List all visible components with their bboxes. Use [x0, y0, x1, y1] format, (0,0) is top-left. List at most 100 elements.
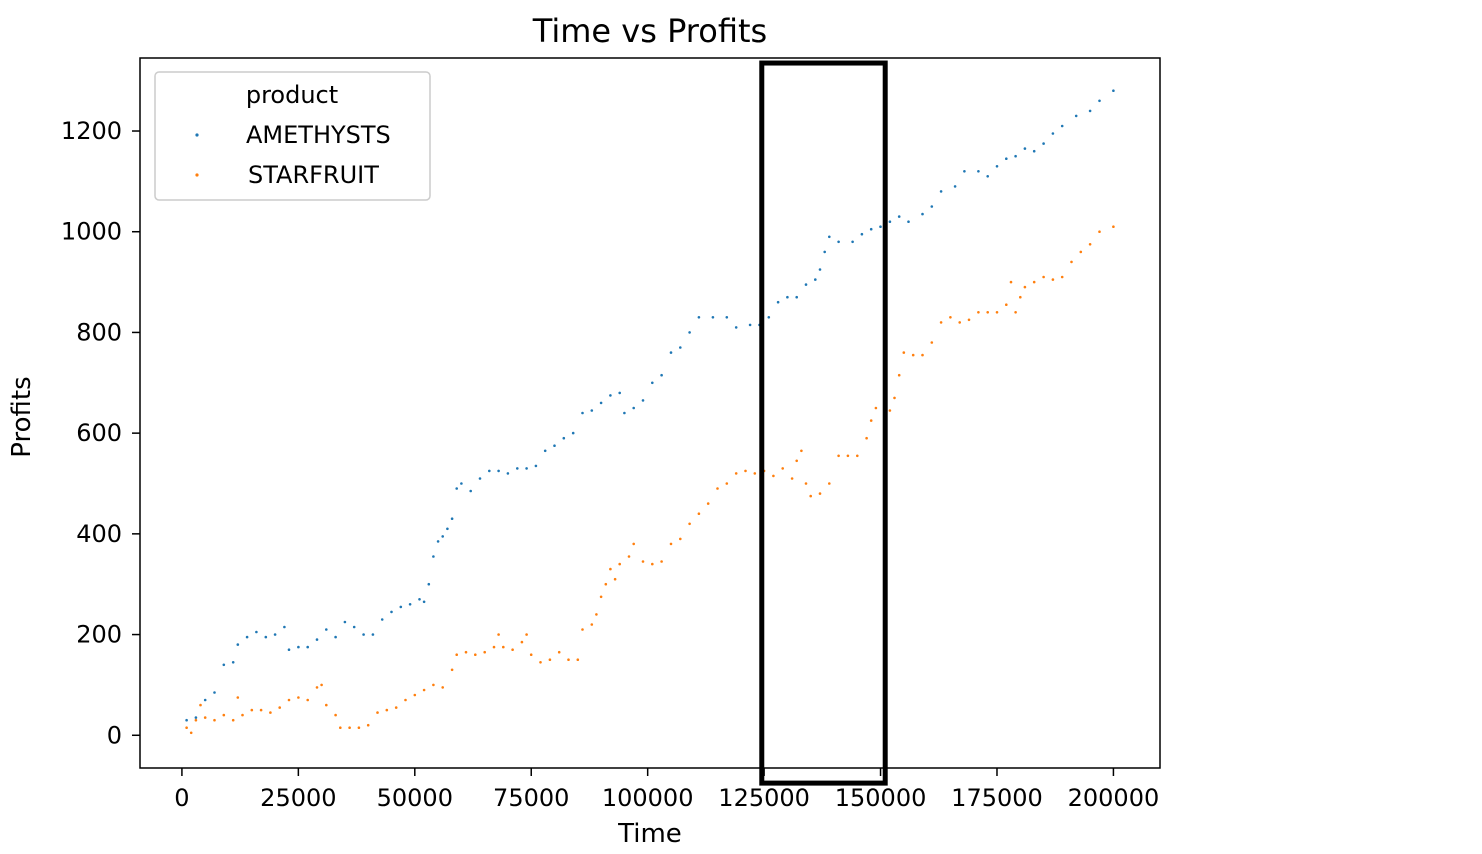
legend-title: product [246, 81, 338, 109]
data-point [977, 311, 980, 314]
data-point [669, 351, 673, 354]
data-point [697, 316, 701, 319]
legend: product AMETHYSTS STARFRUIT [154, 71, 431, 201]
legend-marker-amethysts [195, 133, 199, 137]
data-point [851, 240, 854, 244]
x-tick-label: 175000 [951, 784, 1043, 812]
data-point [688, 331, 691, 334]
data-point [688, 522, 691, 526]
data-point [860, 232, 864, 236]
data-point [474, 653, 477, 656]
data-point [539, 661, 542, 664]
data-point [893, 396, 896, 400]
data-point [427, 582, 431, 586]
data-point [450, 517, 454, 520]
data-point [599, 595, 603, 599]
data-point [362, 633, 365, 636]
data-point [380, 618, 384, 621]
data-point [1032, 149, 1036, 153]
x-tick-label: 125000 [718, 784, 810, 812]
data-point [939, 321, 943, 324]
data-point [413, 693, 417, 697]
data-point [599, 401, 603, 405]
data-point [534, 464, 538, 468]
data-point [627, 555, 631, 558]
data-point [869, 419, 873, 422]
data-point [986, 175, 989, 178]
data-point [525, 467, 528, 470]
data-point [660, 560, 663, 563]
data-point [772, 474, 775, 478]
data-point [1023, 285, 1027, 289]
data-point [837, 454, 840, 458]
data-point [497, 469, 500, 473]
data-point [283, 625, 286, 629]
data-point [245, 635, 249, 639]
data-point [352, 625, 356, 629]
data-point [595, 613, 598, 616]
plot-area-frame [139, 57, 1161, 769]
data-point [795, 459, 798, 463]
data-point [348, 726, 351, 729]
data-point [306, 645, 310, 649]
data-point [189, 731, 193, 735]
data-point [441, 686, 445, 689]
data-point [241, 713, 244, 717]
data-point [618, 391, 621, 395]
data-point [199, 703, 202, 707]
y-tick-label: 400 [76, 520, 122, 548]
data-point [185, 718, 188, 722]
data-point [278, 706, 282, 709]
x-tick-label: 75000 [493, 784, 569, 812]
data-point [557, 650, 561, 654]
data-point [399, 605, 403, 609]
data-point [786, 295, 789, 299]
data-point [609, 567, 612, 571]
data-point [525, 633, 528, 636]
data-point [315, 686, 319, 689]
data-point [562, 436, 566, 440]
data-point [767, 316, 771, 319]
data-point [1009, 280, 1013, 284]
data-point [632, 542, 635, 546]
data-point [804, 283, 808, 286]
data-point [231, 661, 235, 664]
data-point [1088, 109, 1092, 113]
data-point [432, 683, 435, 687]
data-point [529, 653, 533, 656]
data-point [264, 635, 268, 639]
data-point [543, 449, 547, 453]
x-tick-label: 200000 [1068, 784, 1160, 812]
data-point [325, 628, 328, 631]
data-point [618, 562, 621, 566]
data-point [287, 698, 291, 702]
data-point [422, 600, 426, 604]
y-tick-label: 1000 [61, 218, 122, 246]
data-point [259, 708, 263, 712]
x-tick-label: 50000 [377, 784, 453, 812]
data-point [734, 472, 738, 475]
data-point [995, 165, 999, 168]
data-point [255, 630, 258, 634]
data-point [800, 449, 803, 453]
data-point [660, 373, 663, 377]
data-point [343, 620, 347, 624]
data-point [520, 640, 524, 644]
data-point [1060, 275, 1064, 279]
data-point [613, 577, 617, 581]
data-point [921, 212, 924, 216]
data-point [632, 406, 635, 410]
data-point [888, 220, 892, 223]
data-point [818, 268, 822, 271]
data-point [1005, 303, 1008, 307]
y-tick-label: 800 [76, 318, 122, 346]
y-tick-label: 1200 [61, 117, 122, 145]
data-point [376, 711, 379, 714]
data-point [823, 250, 826, 254]
data-point [814, 278, 817, 281]
data-point [949, 316, 952, 319]
data-point [697, 512, 701, 515]
data-point [748, 323, 752, 327]
data-point [320, 683, 323, 687]
